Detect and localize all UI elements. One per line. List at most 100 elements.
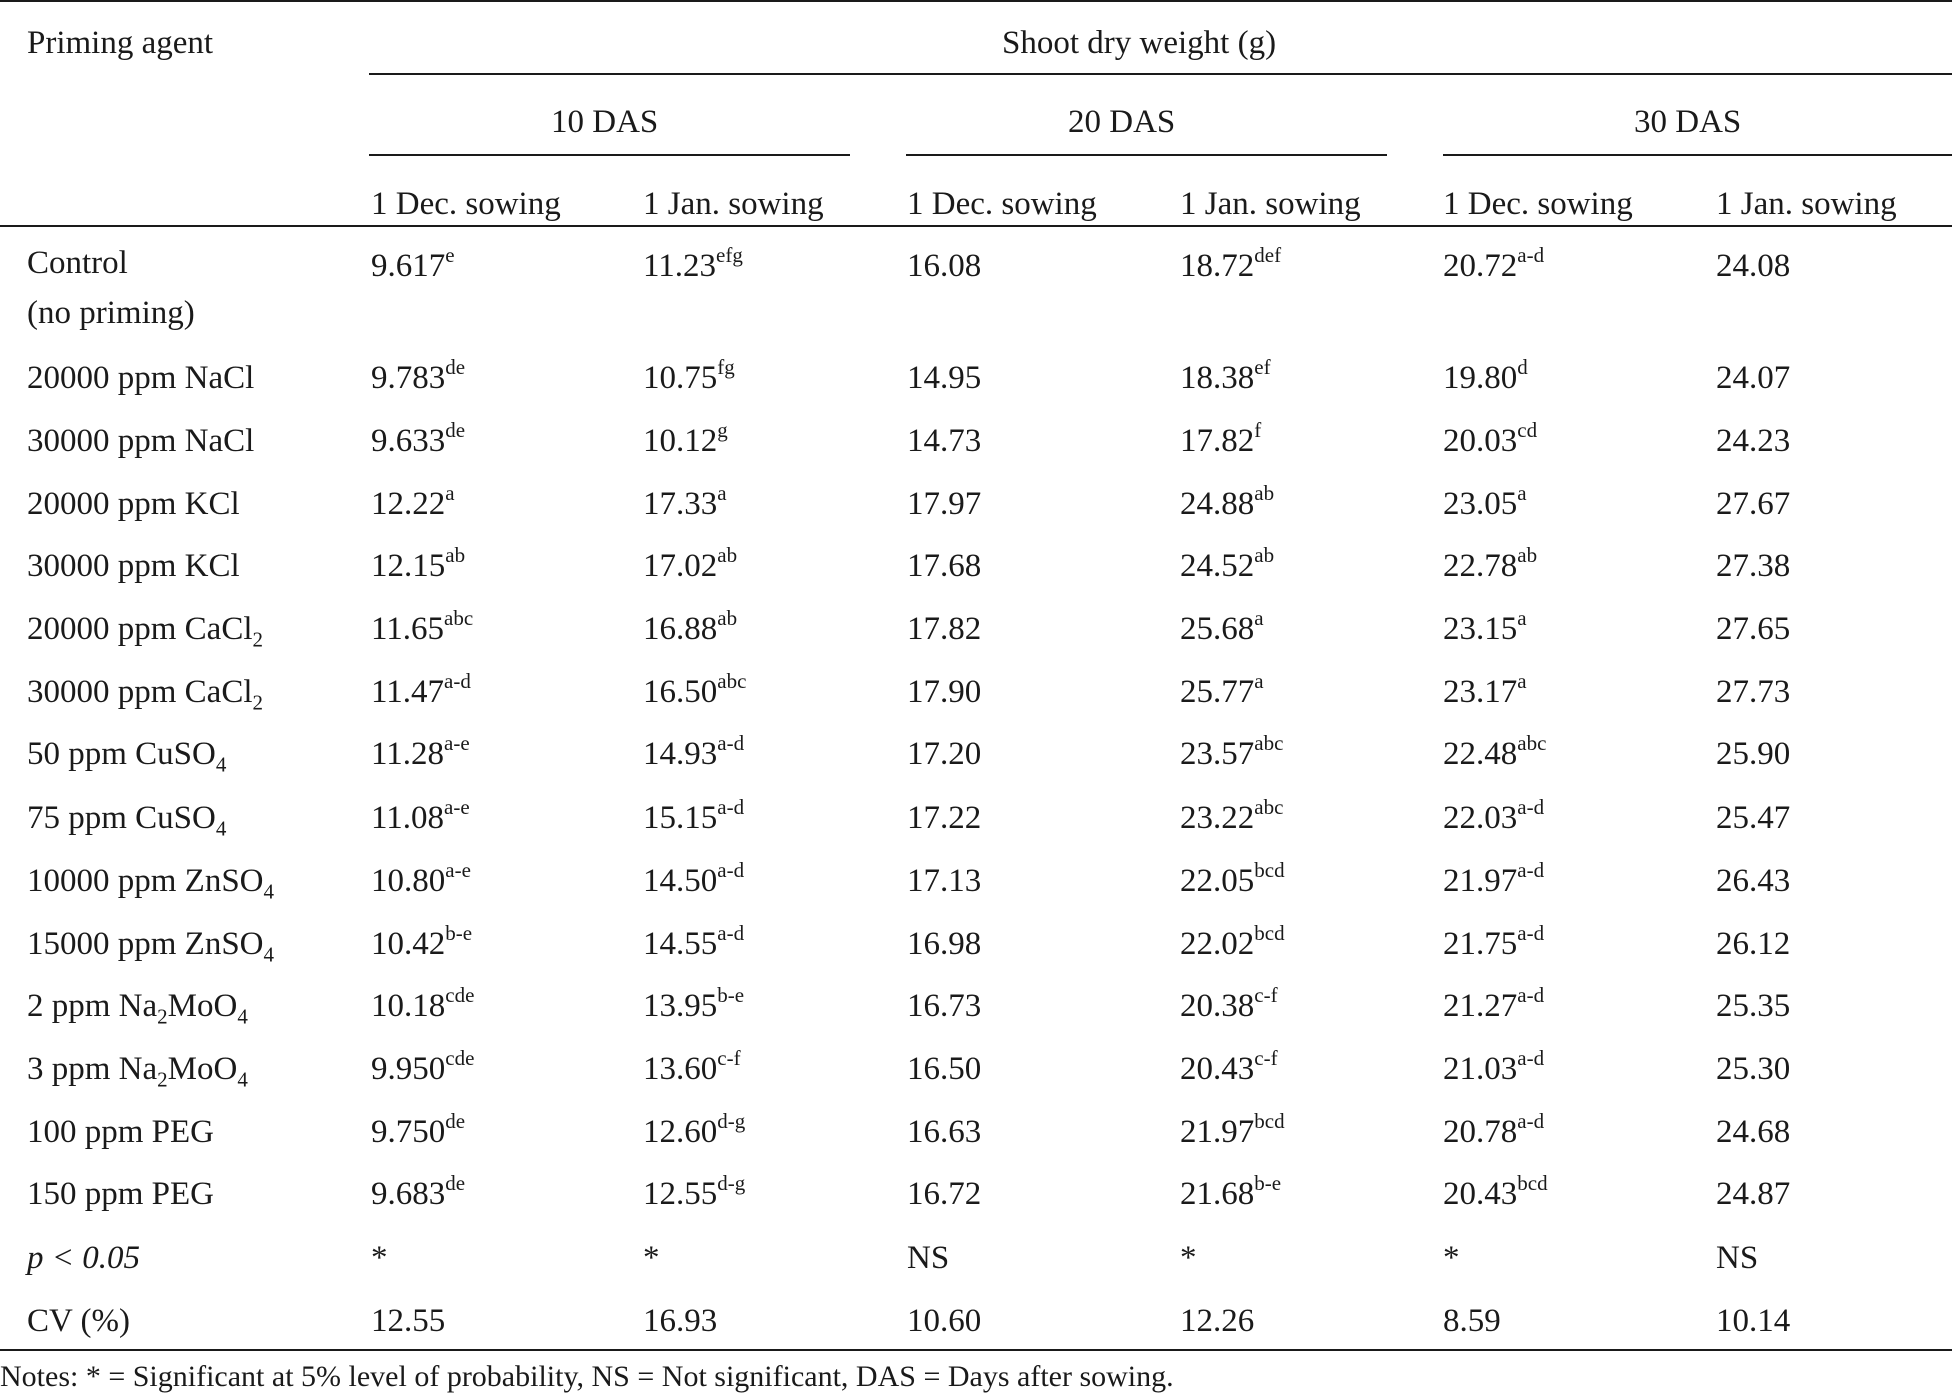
cell-value: 17.82	[1180, 423, 1255, 459]
row-agent-label: 20000 ppm CaCl2	[27, 613, 263, 651]
row-agent-label: 30000 ppm KCl	[27, 548, 240, 584]
cell-value: 24.07	[1716, 360, 1791, 396]
label-text: 3 ppm Na	[27, 1051, 158, 1087]
significance-letters: a	[1517, 669, 1527, 693]
row-agent-label: 150 ppm PEG	[27, 1176, 215, 1212]
table-cell: 25.30	[1716, 1053, 1790, 1086]
table-cell: 27.38	[1716, 550, 1790, 583]
table-cell: 9.750de	[371, 1111, 465, 1149]
cell-value: 24.88	[1180, 486, 1255, 522]
table-cell: 14.73	[907, 425, 981, 458]
table-cell: 23.05a	[1443, 483, 1527, 521]
table-cell: 14.50a-d	[643, 860, 744, 898]
table-cell: NS	[1716, 1242, 1758, 1275]
table-cell: NS	[907, 1242, 949, 1275]
significance-letters: d-g	[717, 1171, 746, 1195]
table-cell: 15.15a-d	[643, 797, 744, 835]
cell-value: 24.87	[1716, 1176, 1791, 1212]
cell-value: 25.77	[1180, 674, 1255, 710]
row-agent-label: Control (no priming)	[27, 238, 195, 338]
label-text: 50 ppm CuSO	[27, 736, 216, 772]
significance-letters: a-d	[717, 921, 745, 945]
sowing-header-4: 1 Jan. sowing	[1180, 186, 1361, 222]
table-cell: 25.47	[1716, 802, 1790, 835]
cell-value: 16.98	[907, 926, 982, 962]
table-cell: 21.68b-e	[1180, 1173, 1281, 1211]
cell-value: 12.15	[371, 548, 446, 584]
significance-letters: a	[717, 481, 727, 505]
table-cell: 10.80a-e	[371, 860, 471, 898]
cell-value: 17.20	[907, 736, 982, 772]
subscript: 2	[252, 690, 264, 715]
sowing-header-6: 1 Jan. sowing	[1716, 186, 1897, 222]
table-cell: 27.65	[1716, 613, 1790, 646]
cell-value: 27.38	[1716, 548, 1791, 584]
cell-value: 14.95	[907, 360, 982, 396]
cell-value: 10.14	[1716, 1303, 1791, 1339]
header-bottom-rule	[0, 225, 1952, 227]
cell-value: 20.43	[1180, 1051, 1255, 1087]
significance-letters: abc	[1517, 731, 1547, 755]
table-cell: 8.59	[1443, 1305, 1501, 1338]
table-cell: 17.02ab	[643, 545, 737, 583]
cell-value: 20.43	[1443, 1176, 1518, 1212]
cell-value: 11.28	[371, 736, 445, 772]
table-cell: 21.97a-d	[1443, 860, 1544, 898]
row-agent-label: 30000 ppm CaCl2	[27, 676, 263, 714]
table-cell: 24.87	[1716, 1178, 1790, 1211]
significance-letters: de	[445, 418, 466, 442]
cell-value: 17.97	[907, 486, 982, 522]
table-cell: 23.15a	[1443, 608, 1527, 646]
cell-value: 14.55	[643, 926, 718, 962]
table-cell: 21.03a-d	[1443, 1048, 1544, 1086]
period-header-20das: 20 DAS	[1068, 104, 1176, 140]
table-cell: 20.43c-f	[1180, 1048, 1278, 1087]
significance-letters: a-d	[1517, 795, 1545, 819]
label-text: 75 ppm CuSO	[27, 800, 216, 836]
significance-letters: bcd	[1254, 858, 1285, 882]
table-cell: 17.82f	[1180, 420, 1261, 459]
significance-letters: a-d	[1517, 983, 1545, 1007]
cell-value: 16.08	[907, 248, 982, 284]
table-cell: 9.617e	[371, 245, 455, 283]
significance-letters: cde	[445, 983, 475, 1007]
cell-value: 16.73	[907, 988, 982, 1024]
cell-value: 12.55	[643, 1176, 718, 1212]
group-title: Shoot dry weight (g)	[1002, 25, 1277, 61]
table-cell: 10.12g	[643, 420, 728, 458]
subscript: 2	[157, 1004, 168, 1029]
significance-letters: ab	[445, 543, 466, 567]
cell-value: *	[1180, 1240, 1197, 1276]
cell-value: 20.38	[1180, 988, 1255, 1024]
subscript: 2	[252, 627, 264, 652]
table-cell: 22.02bcd	[1180, 923, 1285, 961]
sowing-header-2: 1 Jan. sowing	[643, 186, 824, 222]
table-cell: 21.97bcd	[1180, 1111, 1285, 1149]
cell-value: 11.08	[371, 800, 445, 836]
cell-value: 26.43	[1716, 863, 1791, 899]
table-cell: 10.75fg	[643, 357, 735, 395]
table-cell: 11.23efg	[643, 245, 743, 283]
significance-letters: a	[1254, 669, 1264, 693]
table-cell: 12.55d-g	[643, 1173, 745, 1212]
table-cell: 22.05bcd	[1180, 860, 1285, 898]
table-cell: 14.93a-d	[643, 733, 744, 771]
significance-letters: abc	[717, 669, 747, 693]
cell-value: 16.50	[907, 1051, 982, 1087]
cell-value: 20.72	[1443, 248, 1518, 284]
significance-letters: g	[717, 418, 728, 442]
significance-letters: c-f	[717, 1046, 741, 1070]
table-cell: 17.97	[907, 488, 981, 521]
period-header-10das: 10 DAS	[551, 104, 659, 140]
cell-value: 17.68	[907, 548, 982, 584]
table-cell: 12.22a	[371, 483, 455, 521]
significance-letters: b-e	[445, 921, 473, 945]
table-cell: 13.95b-e	[643, 985, 744, 1023]
significance-letters: b-e	[717, 983, 745, 1007]
significance-letters: ef	[1254, 355, 1271, 379]
cell-value: 12.55	[371, 1303, 446, 1339]
table-cell: 19.80d	[1443, 357, 1528, 395]
label-text: 2 ppm Na	[27, 988, 158, 1024]
table-cell: 21.75a-d	[1443, 923, 1544, 961]
table-cell: 11.08a-e	[371, 797, 470, 836]
